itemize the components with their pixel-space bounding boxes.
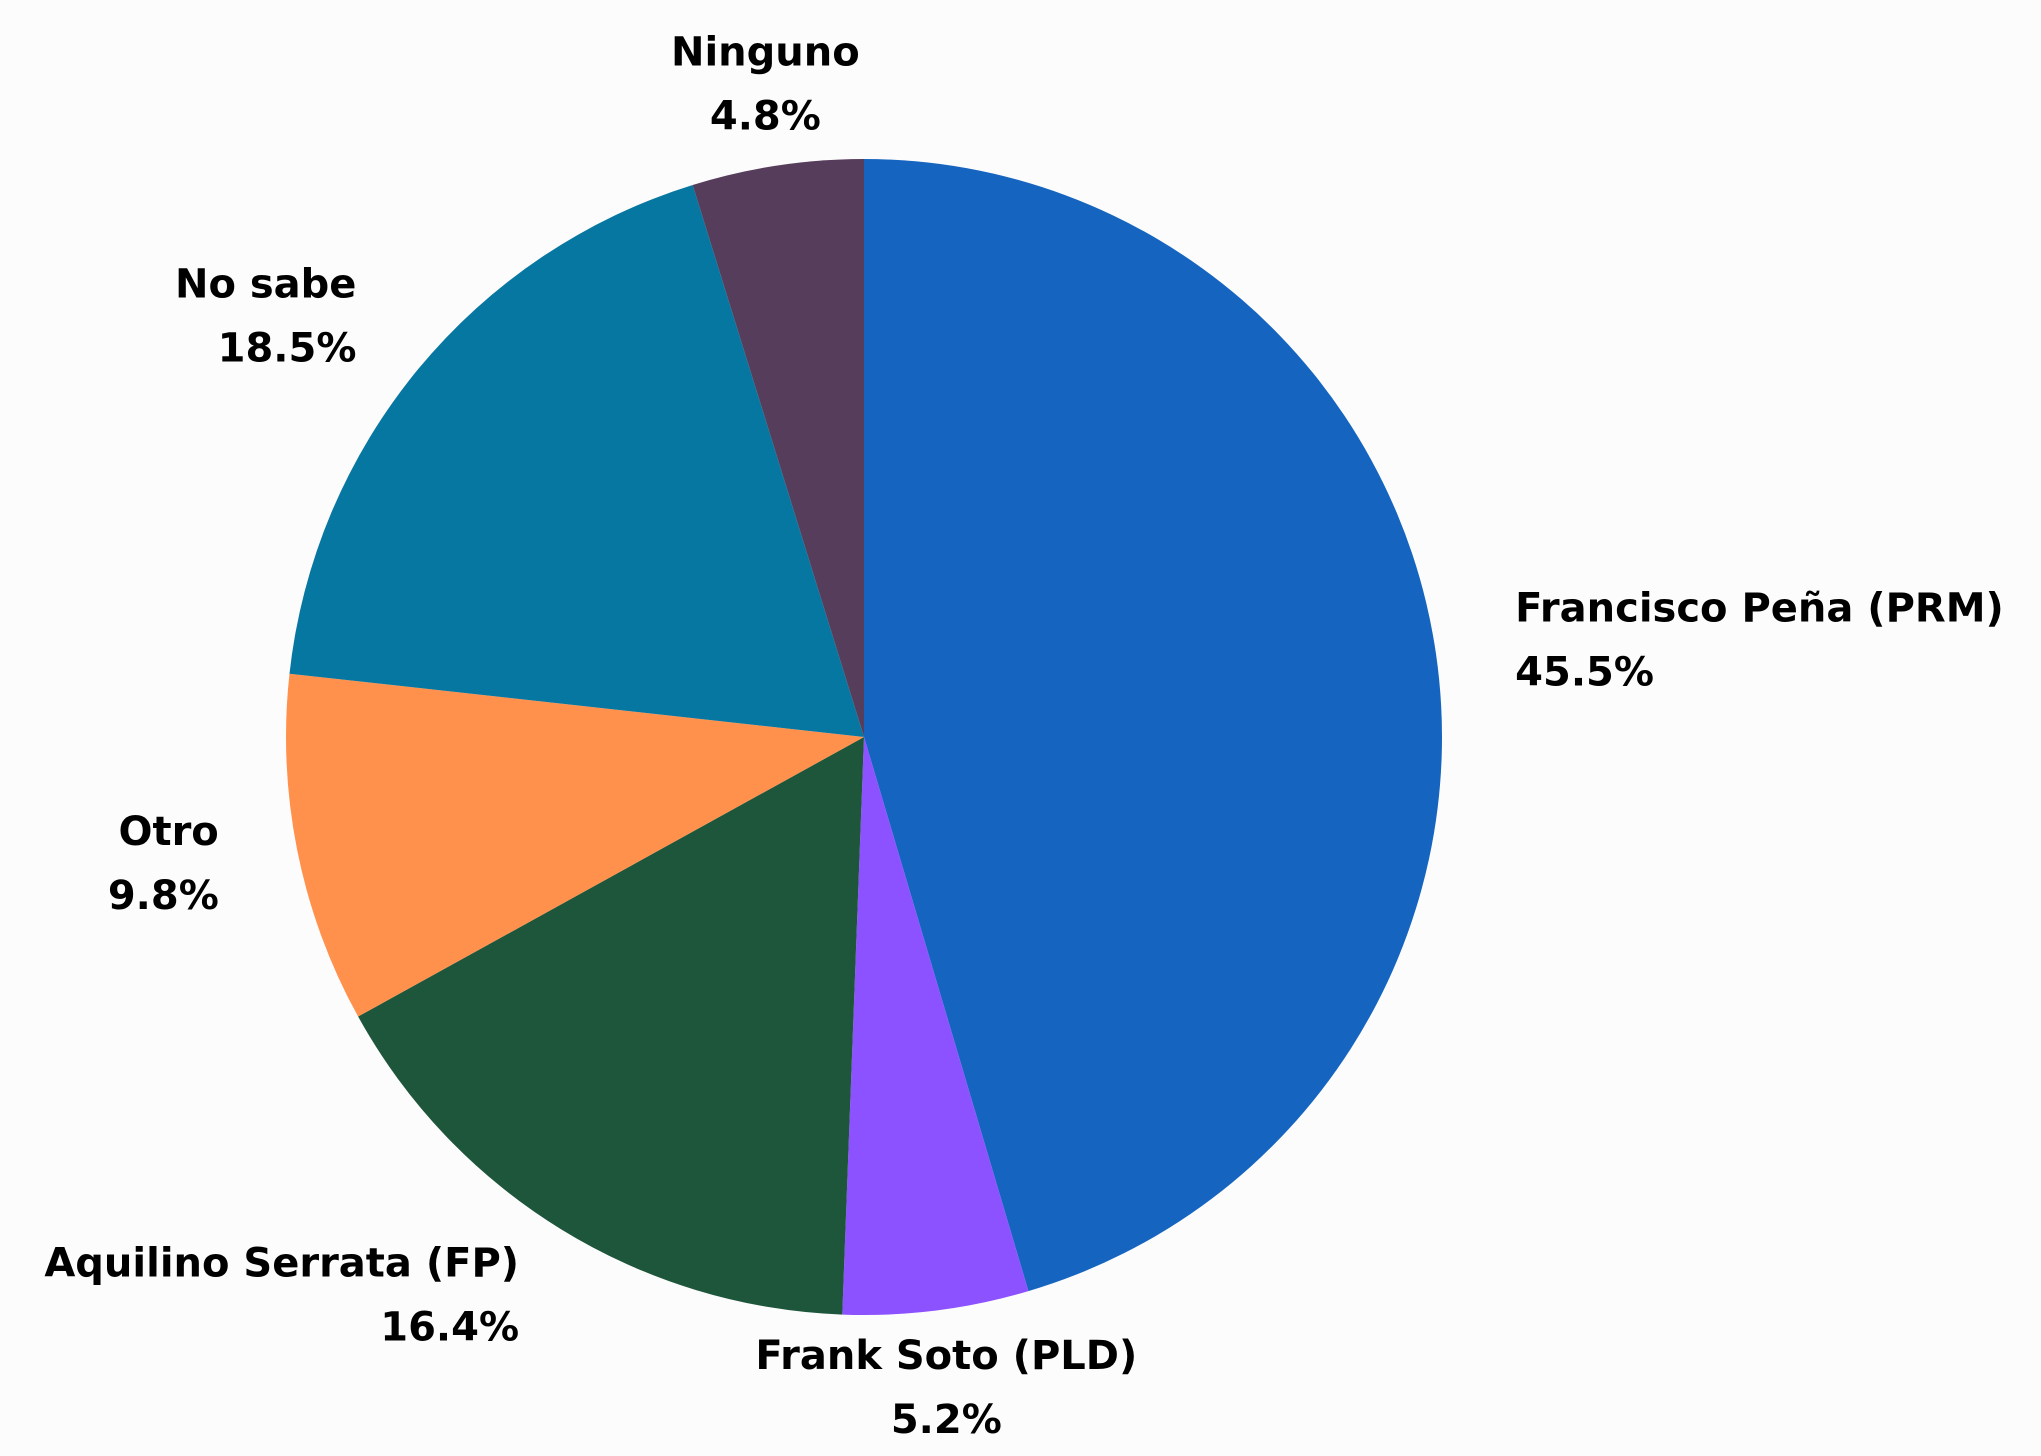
- slice-value-label: 18.5%: [218, 325, 357, 371]
- pie-slice: [864, 159, 1442, 1292]
- pie-slice: [289, 184, 864, 737]
- slice-label: Frank Soto (PLD): [755, 1333, 1137, 1379]
- slice-label: Francisco Peña (PRM): [1515, 585, 2004, 631]
- slice-label: Aquilino Serrata (FP): [44, 1240, 519, 1286]
- slice-label: Otro: [118, 809, 218, 855]
- slice-value-label: 5.2%: [891, 1397, 1002, 1443]
- slice-value-label: 4.8%: [710, 93, 821, 139]
- pie-slice: [692, 159, 864, 737]
- slice-value-label: 9.8%: [108, 873, 219, 919]
- pie-slice: [358, 737, 864, 1315]
- pie-slice: [842, 737, 1029, 1315]
- slice-value-label: 45.5%: [1515, 649, 1654, 695]
- slice-label: No sabe: [175, 261, 356, 307]
- pie-slice: [285, 673, 864, 1017]
- slice-value-label: 16.4%: [380, 1304, 519, 1350]
- slice-label: Ninguno: [671, 29, 860, 75]
